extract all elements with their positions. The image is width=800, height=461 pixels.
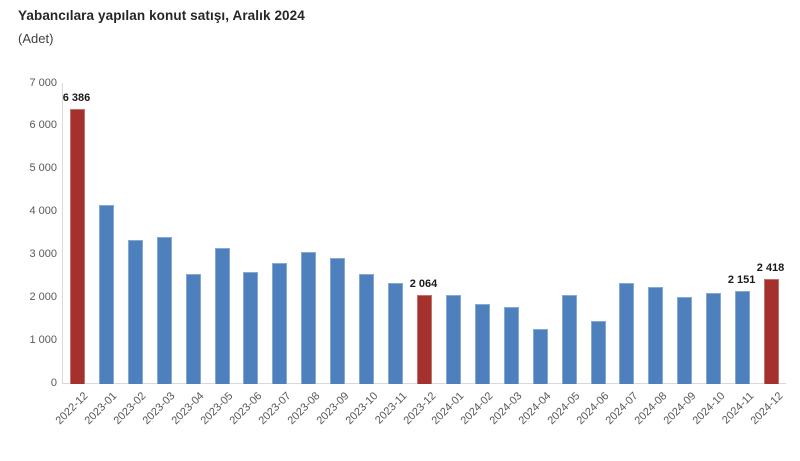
bar-2023-01: [98, 205, 114, 384]
data-label-2023-12: 2 064: [409, 277, 438, 290]
y-tick-label: 7 000: [29, 76, 57, 89]
bar-2023-02: [127, 239, 143, 384]
bar-2023-10: [359, 274, 375, 384]
chart-title: Yabancılara yapılan konut satışı, Aralık…: [18, 8, 305, 23]
bar-2024-05: [561, 294, 577, 384]
y-tick-label: 5 000: [29, 162, 57, 175]
bar-2024-02: [474, 304, 490, 384]
y-tick-label: 2 000: [29, 290, 57, 303]
y-tick-label: 1 000: [29, 333, 57, 346]
bar-2023-03: [156, 237, 172, 384]
bar-2023-09: [330, 257, 346, 384]
data-label-2022-12: 6 386: [62, 92, 91, 105]
bar-2023-06: [243, 271, 259, 384]
bar-2024-10: [706, 292, 722, 384]
chart-subtitle: (Adet): [18, 31, 54, 46]
data-label-2024-12: 2 418: [756, 262, 785, 275]
bar-2023-11: [388, 282, 404, 384]
data-label-2024-11: 2 151: [727, 273, 756, 286]
bar-2024-01: [445, 295, 461, 384]
bar-2024-08: [648, 286, 664, 384]
bar-2024-07: [619, 282, 635, 384]
bar-2024-12: [764, 279, 780, 384]
bar-2023-12: [417, 294, 432, 384]
bar-2024-04: [532, 328, 548, 384]
bar-2023-08: [301, 252, 317, 384]
bar-2023-04: [185, 273, 201, 384]
bar-2023-05: [214, 248, 230, 384]
y-tick-label: 0: [50, 376, 57, 389]
y-tick-label: 4 000: [29, 205, 57, 218]
y-tick-label: 6 000: [29, 119, 57, 132]
y-tick-label: 3 000: [29, 247, 57, 260]
bar-2024-09: [677, 296, 693, 384]
bar-2024-11: [735, 290, 751, 384]
bar-2024-03: [503, 307, 519, 384]
bar-2023-07: [272, 263, 288, 384]
bar-2022-12: [69, 109, 85, 384]
bar-2024-06: [590, 320, 606, 384]
